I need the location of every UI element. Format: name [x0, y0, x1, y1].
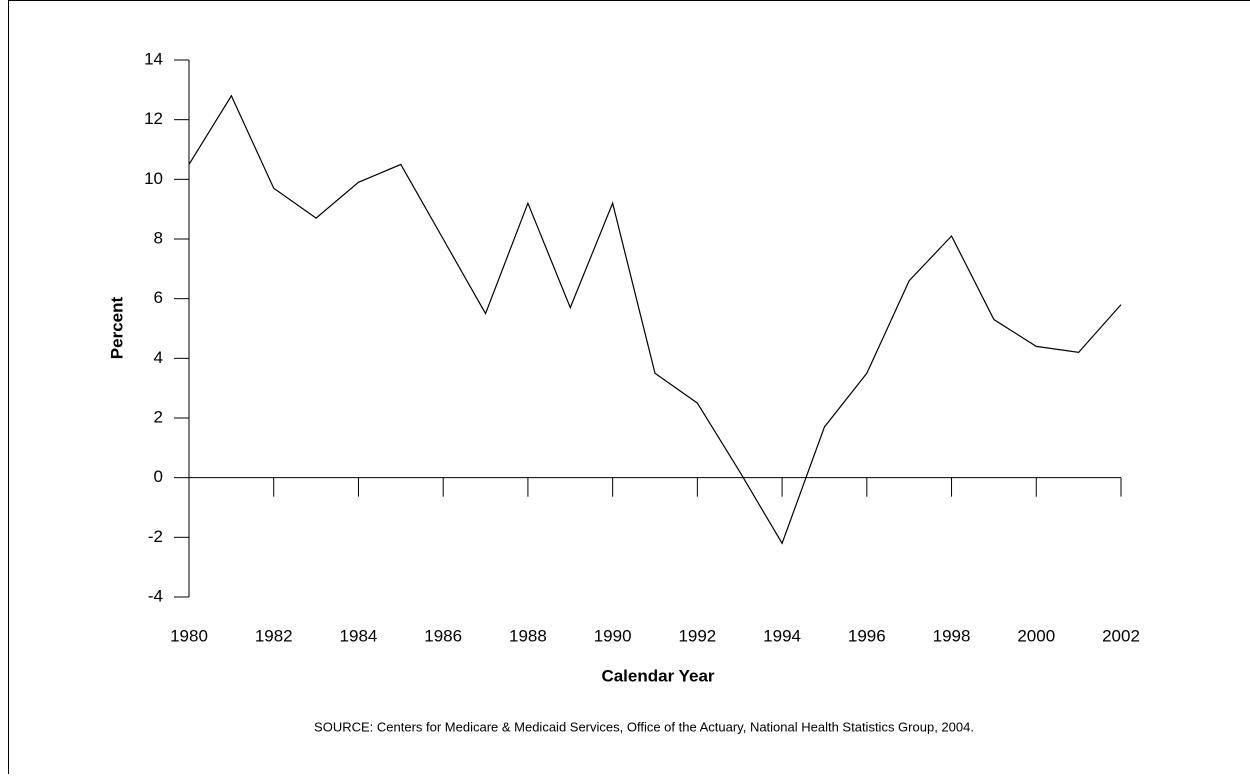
- y-tick-label: 12: [144, 109, 163, 128]
- y-axis-title: Percent: [107, 296, 126, 359]
- y-tick-label: -2: [148, 527, 163, 546]
- y-tick-label: 2: [154, 407, 163, 426]
- x-tick-label: 1998: [933, 626, 971, 645]
- y-tick-label: 8: [154, 228, 163, 247]
- source-note: SOURCE: Centers for Medicare & Medicaid …: [314, 719, 974, 734]
- y-tick-label: 0: [154, 467, 163, 486]
- y-tick-label: 14: [144, 49, 163, 68]
- x-axis-title: Calendar Year: [601, 666, 714, 685]
- x-tick-label: 2002: [1102, 626, 1140, 645]
- y-tick-label: -4: [148, 586, 163, 605]
- x-tick-label: 1988: [509, 626, 547, 645]
- y-tick-label: 10: [144, 169, 163, 188]
- x-tick-label: 1994: [763, 626, 801, 645]
- y-tick-label: 6: [154, 288, 163, 307]
- x-tick-label: 1996: [848, 626, 886, 645]
- frame: [9, 1, 1250, 775]
- x-tick-label: 1980: [170, 626, 208, 645]
- x-tick-label: 1984: [340, 626, 378, 645]
- x-tick-label: 1990: [594, 626, 632, 645]
- data-line: [189, 96, 1121, 544]
- y-tick-label: 4: [154, 348, 163, 367]
- x-tick-label: 1982: [255, 626, 293, 645]
- x-tick-label: 2000: [1017, 626, 1055, 645]
- x-tick-label: 1986: [424, 626, 462, 645]
- x-tick-label: 1992: [678, 626, 716, 645]
